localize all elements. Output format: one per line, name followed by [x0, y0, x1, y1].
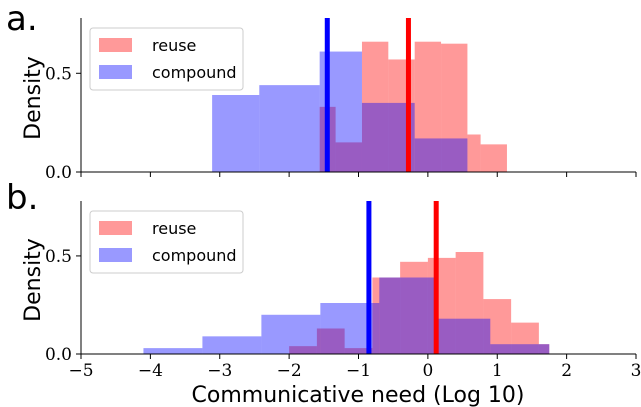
bar-compound-a-3: [361, 102, 415, 172]
legend-label-reuse-b: reuse: [152, 219, 196, 238]
x-tick-label-4: −1: [346, 361, 371, 381]
bar-reuse-a-2: [361, 41, 389, 172]
bar-reuse-b-8: [511, 322, 539, 354]
bar-compound-b-0: [143, 348, 203, 354]
x-axis-label: Communicative need (Log 10): [192, 383, 525, 407]
legend-frame-a: [89, 27, 244, 91]
bar-reuse-b-4: [400, 261, 428, 354]
legend-swatch-compound-a: [99, 65, 132, 79]
x-tick-label-6: 1: [492, 361, 503, 381]
bars-panel-b: [143, 252, 550, 354]
bar-reuse-a-4: [414, 41, 442, 172]
bar-reuse-a-1: [335, 142, 362, 172]
y-axis-label-a: Density: [21, 56, 46, 140]
x-tick-label-0: −5: [68, 361, 93, 381]
x-tick-label-8: 3: [631, 361, 641, 381]
y-tick-label-a-1: 0.5: [45, 64, 72, 84]
bar-reuse-a-7: [480, 144, 507, 172]
bar-compound-a-1: [259, 85, 320, 172]
panel-a: a. Density 0.0 0.5 reuse compound: [6, 0, 637, 183]
legend-b: reuse compound: [89, 210, 244, 274]
legend-swatch-reuse-b: [99, 221, 132, 235]
panel-label-b: b.: [6, 178, 38, 218]
bar-reuse-b-9: [538, 344, 550, 354]
bar-reuse-b-2: [344, 348, 373, 354]
bar-compound-b-1: [202, 336, 262, 354]
bar-reuse-b-5: [427, 257, 456, 354]
legend-label-compound-a: compound: [152, 63, 237, 82]
bar-compound-b-5: [434, 318, 491, 354]
legend-swatch-compound-b: [99, 248, 132, 262]
legend-frame-b: [89, 210, 244, 274]
x-tick-label-5: 0: [422, 361, 433, 381]
bar-reuse-a-5: [441, 43, 468, 172]
y-tick-label-a-0: 0.0: [45, 163, 72, 183]
legend-a: reuse compound: [89, 27, 244, 91]
bars-panel-a: [212, 41, 507, 173]
axes-panel-a: 0.0 0.5: [45, 18, 637, 183]
bar-compound-b-2: [261, 314, 321, 354]
y-tick-label-b-1: 0.5: [45, 247, 72, 267]
legend-label-compound-b: compound: [152, 246, 237, 265]
bar-compound-a-4: [414, 138, 468, 172]
bar-compound-b-4: [379, 277, 435, 354]
bar-reuse-a-6: [467, 134, 481, 172]
y-tick-label-b-0: 0.0: [45, 345, 72, 365]
bar-reuse-b-1: [316, 328, 345, 354]
x-tick-label-7: 2: [561, 361, 572, 381]
panel-b: b. Density 0.0 0.5 −5 −4 −3 −2 −1 0 1 2 3 reuse co…: [6, 178, 641, 407]
bar-reuse-b-3: [372, 277, 401, 354]
bar-reuse-b-0: [289, 346, 317, 354]
bar-compound-a-0: [212, 95, 260, 172]
x-tick-label-3: −2: [277, 361, 302, 381]
bar-compound-b-6: [490, 344, 550, 354]
x-tick-label-2: −3: [207, 361, 232, 381]
panel-label-a: a.: [6, 0, 38, 39]
legend-label-reuse-a: reuse: [152, 36, 196, 55]
mean-lines-panel-a: [324, 18, 411, 172]
mean-lines-panel-b: [366, 201, 439, 354]
legend-swatch-reuse-a: [99, 38, 132, 52]
bar-reuse-b-7: [483, 299, 512, 354]
axes-panel-b: 0.0 0.5 −5 −4 −3 −2 −1 0 1 2 3: [45, 201, 641, 381]
bar-reuse-b-6: [455, 252, 484, 354]
x-tick-label-1: −4: [138, 361, 163, 381]
y-axis-label-b: Density: [21, 238, 46, 322]
